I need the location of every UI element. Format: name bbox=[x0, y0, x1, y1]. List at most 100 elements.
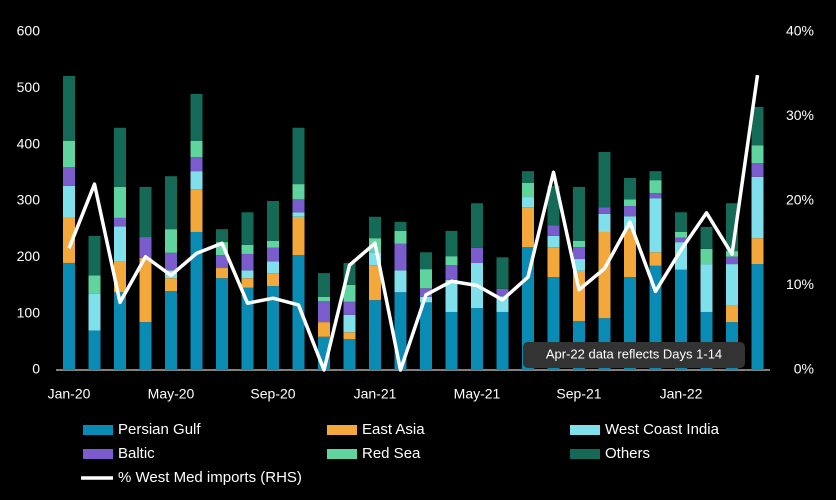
bar bbox=[318, 273, 330, 297]
bar bbox=[649, 198, 662, 253]
y2-tick-label: 10% bbox=[786, 276, 814, 292]
bar bbox=[139, 237, 152, 258]
legend-swatch bbox=[327, 449, 357, 459]
x-tick-label: Sep-20 bbox=[250, 386, 295, 402]
bar bbox=[190, 189, 203, 232]
bar bbox=[63, 217, 75, 263]
bar bbox=[343, 314, 356, 333]
bar bbox=[292, 199, 305, 213]
x-tick-label: Jan-20 bbox=[48, 386, 91, 402]
bar bbox=[292, 216, 305, 256]
bar bbox=[394, 270, 407, 293]
bar bbox=[420, 252, 432, 270]
bar bbox=[496, 288, 509, 297]
bar bbox=[165, 229, 177, 253]
bar bbox=[445, 265, 458, 280]
bar bbox=[216, 255, 228, 269]
annotation: Apr-22 data reflects Days 1-14 bbox=[546, 346, 722, 361]
bar bbox=[573, 259, 585, 271]
bar bbox=[190, 231, 203, 370]
legend-swatch bbox=[83, 449, 113, 459]
bar bbox=[241, 270, 254, 279]
bar bbox=[165, 278, 177, 292]
y-tick-label: 400 bbox=[17, 135, 41, 151]
bar bbox=[63, 185, 75, 218]
bar bbox=[751, 145, 764, 164]
x-tick-label: May-20 bbox=[148, 386, 195, 402]
bar bbox=[598, 151, 611, 208]
bar bbox=[751, 176, 764, 239]
bar bbox=[343, 301, 356, 315]
bar bbox=[547, 225, 560, 236]
y-tick-label: 300 bbox=[17, 192, 41, 208]
bar bbox=[700, 226, 713, 249]
bar bbox=[114, 217, 126, 227]
bar bbox=[751, 238, 764, 265]
bar bbox=[522, 197, 534, 208]
bar bbox=[318, 301, 330, 323]
bar bbox=[471, 247, 483, 263]
legend-text: Others bbox=[605, 445, 650, 462]
bar bbox=[88, 330, 101, 370]
bar bbox=[292, 184, 305, 200]
bar bbox=[547, 247, 560, 278]
bar bbox=[241, 212, 254, 245]
bar bbox=[420, 269, 432, 289]
bar bbox=[726, 305, 738, 323]
line bbox=[67, 74, 760, 372]
legend-text: % West Med imports (RHS) bbox=[118, 469, 302, 486]
bar bbox=[394, 221, 407, 231]
bar bbox=[598, 231, 611, 319]
bar bbox=[649, 171, 662, 181]
bar bbox=[624, 229, 636, 278]
bar bbox=[420, 288, 432, 297]
bar bbox=[241, 244, 254, 254]
bar bbox=[318, 296, 330, 302]
plot: 0 100 200 300 400 500 600 0% 10% 20% 30% 40% Jan-20 M… bbox=[17, 23, 814, 486]
bar bbox=[547, 185, 560, 226]
bar bbox=[292, 255, 305, 370]
bar bbox=[343, 339, 356, 370]
bar bbox=[343, 284, 356, 302]
bar bbox=[573, 247, 585, 260]
bar bbox=[88, 293, 101, 331]
bar bbox=[267, 273, 279, 287]
bar bbox=[751, 163, 764, 177]
bar bbox=[598, 207, 611, 214]
y-tick-label: 200 bbox=[17, 248, 41, 264]
bar bbox=[343, 332, 356, 340]
bar bbox=[63, 140, 75, 168]
bar bbox=[420, 302, 432, 370]
bar bbox=[190, 93, 203, 141]
bar bbox=[496, 257, 509, 289]
bar bbox=[241, 278, 254, 288]
x-tick-label: Jan-21 bbox=[354, 386, 397, 402]
y-tick-label: 100 bbox=[17, 304, 41, 320]
legend-text: Red Sea bbox=[362, 445, 421, 462]
legend-text: Baltic bbox=[118, 445, 155, 462]
bar bbox=[369, 265, 381, 301]
x-tick-label: Sep-21 bbox=[556, 386, 601, 402]
bar bbox=[216, 278, 228, 370]
bar bbox=[139, 257, 152, 323]
bar bbox=[267, 247, 279, 262]
bar bbox=[394, 243, 407, 271]
y2-tick-label: 20% bbox=[786, 192, 814, 208]
y-tick-label: 0 bbox=[32, 361, 40, 377]
bar bbox=[165, 176, 177, 230]
annotation-box bbox=[523, 342, 745, 368]
bar bbox=[624, 199, 636, 207]
bar bbox=[165, 291, 177, 370]
legend-swatch bbox=[83, 425, 113, 435]
bar bbox=[445, 230, 458, 257]
bar bbox=[63, 262, 75, 370]
bar bbox=[190, 171, 203, 190]
bar bbox=[292, 212, 305, 217]
bar bbox=[139, 322, 152, 370]
bar bbox=[547, 235, 560, 248]
bar bbox=[241, 253, 254, 271]
legend-text: East Asia bbox=[362, 421, 425, 438]
bar bbox=[318, 322, 330, 337]
y2-tick-label: 40% bbox=[786, 23, 814, 39]
bar bbox=[522, 207, 534, 248]
